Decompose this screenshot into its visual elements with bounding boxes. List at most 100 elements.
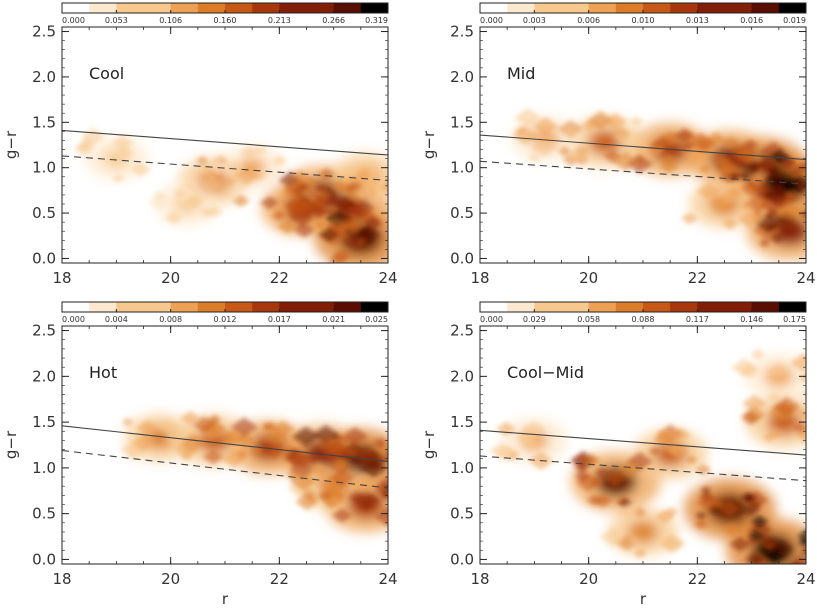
density-cell <box>721 217 739 230</box>
density-cell <box>384 512 388 518</box>
y-tick-label: 1.0 <box>32 159 56 177</box>
density-cell <box>260 195 280 210</box>
density-cell <box>121 417 135 427</box>
density-cell <box>793 407 806 418</box>
y-tick-label: 2.5 <box>32 23 56 41</box>
density-cell <box>530 137 557 157</box>
density-cell <box>342 164 359 177</box>
y-tick-label: 2.5 <box>450 23 474 41</box>
density-cell <box>574 470 591 482</box>
density-cell <box>718 500 742 517</box>
density-cell <box>199 207 214 218</box>
dashed-line <box>61 449 389 489</box>
colorbar-tick-label: 0.160 <box>214 16 237 25</box>
x-tick-label: 24 <box>796 570 815 588</box>
colorbar-tick-label: 0.053 <box>105 16 128 25</box>
y-axis-label: g−r <box>420 430 438 459</box>
density-cell <box>227 432 241 442</box>
colorbar-segment <box>724 3 753 13</box>
x-tick-label: 20 <box>579 570 598 588</box>
colorbar: 0.000 0.029 0.058 0.088 0.117 0.146 0.175 <box>479 301 807 324</box>
density-peak <box>628 521 658 543</box>
y-tick-label: 1.5 <box>32 413 56 431</box>
colorbar-tick-label: 0.025 <box>365 315 388 324</box>
solid-line <box>479 134 807 161</box>
density-cell <box>317 490 333 502</box>
density-cell <box>309 462 331 479</box>
density-cell <box>695 511 708 520</box>
density-cell <box>752 156 777 174</box>
colorbar-segment <box>643 3 671 13</box>
density-cell <box>656 429 677 445</box>
density-cell <box>742 139 759 152</box>
density-cell <box>602 149 622 163</box>
colorbar-tick-label: 0.000 <box>62 16 85 25</box>
density-cell <box>680 141 695 152</box>
density-cell <box>309 203 331 219</box>
density-cell <box>325 219 345 234</box>
density-cell <box>772 396 801 417</box>
density-cell <box>740 411 761 426</box>
panel-2: 0.000 0.003 0.006 0.010 0.013 0.016 0.019 18 20 2… <box>420 2 816 287</box>
density-cell <box>739 201 753 212</box>
density-cell <box>790 560 800 564</box>
density-cell <box>594 467 609 478</box>
density-cell <box>338 213 356 226</box>
density-cell <box>180 452 193 461</box>
colorbar-segment <box>697 302 725 312</box>
colorbar-segment <box>279 302 307 312</box>
dashed-line <box>479 455 807 482</box>
density-cell <box>341 183 358 195</box>
colorbar-segment <box>62 3 90 13</box>
density-cell <box>728 172 741 182</box>
colorbar-tick-label: 0.319 <box>365 16 388 25</box>
density-cell <box>628 538 640 547</box>
y-tick-label: 0.0 <box>450 550 474 568</box>
colorbar-segment <box>534 3 562 13</box>
x-tick-label: 22 <box>688 570 707 588</box>
density-cell <box>489 442 514 460</box>
density-cell <box>714 186 740 205</box>
density-cell <box>664 506 679 517</box>
density-cell <box>356 225 381 243</box>
density-cell <box>353 186 373 200</box>
density-cell <box>319 488 347 508</box>
density-cell <box>169 431 185 443</box>
density-cell <box>660 131 682 147</box>
colorbar-tick-label: 0.213 <box>268 16 291 25</box>
density-cell <box>749 172 767 186</box>
density-cell <box>656 532 684 553</box>
density-cell <box>290 451 313 468</box>
x-axis-label: r <box>640 590 647 608</box>
colorbar-tick-label: 0.266 <box>322 16 345 25</box>
density-cell <box>708 505 722 515</box>
density-cell <box>330 179 352 195</box>
density-cell <box>766 391 783 404</box>
colorbar-segment <box>197 302 226 312</box>
density-cell <box>664 442 683 456</box>
y-tick-label: 1.5 <box>450 413 474 431</box>
density-cell <box>757 534 777 549</box>
density-cell <box>111 173 125 183</box>
density-cell <box>185 194 205 208</box>
density-cell <box>367 167 381 177</box>
colorbar-tick-label: 0.029 <box>523 315 546 324</box>
density-layer <box>119 410 388 533</box>
density-cell <box>557 146 572 157</box>
x-tick-label: 24 <box>378 269 397 287</box>
colorbar-segment <box>333 3 362 13</box>
solid-line <box>61 425 389 463</box>
density-cell <box>374 507 388 527</box>
density-cell <box>327 204 340 214</box>
density-cell <box>796 428 806 443</box>
colorbar-tick-label: 0.000 <box>480 315 503 324</box>
density-cell <box>781 159 796 170</box>
colorbar-tick-label: 0.088 <box>632 315 655 324</box>
colorbar-segment <box>480 3 508 13</box>
panel-label: Hot <box>89 363 117 382</box>
colorbar-segment <box>143 3 172 13</box>
density-cell <box>197 174 225 194</box>
density-cell <box>332 490 346 500</box>
density-cell <box>289 458 317 479</box>
x-tick-label: 24 <box>796 269 815 287</box>
